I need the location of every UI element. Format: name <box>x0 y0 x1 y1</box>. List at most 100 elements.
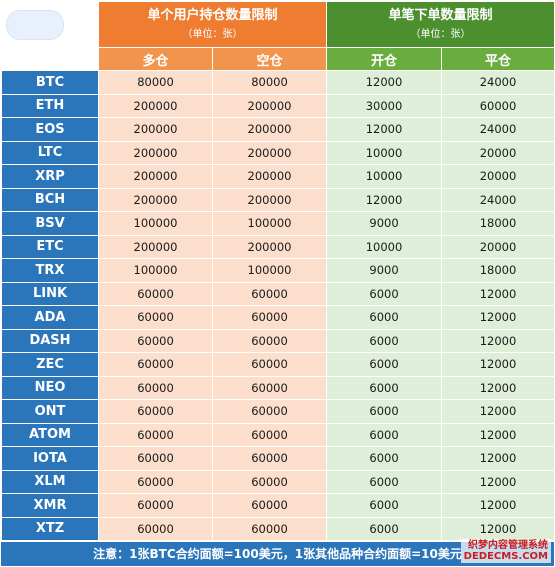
coin-label: ZEC <box>2 353 98 376</box>
cell-short: 200000 <box>213 118 327 141</box>
cell-short: 60000 <box>213 282 327 305</box>
cell-long: 200000 <box>99 118 212 141</box>
cell-long: 60000 <box>99 400 212 423</box>
cell-short: 60000 <box>213 400 327 423</box>
table-row: BTC 80000 80000 12000 24000 <box>2 71 555 94</box>
cell-close: 18000 <box>442 259 555 282</box>
col-header-long: 多仓 <box>99 48 212 70</box>
coin-label: IOTA <box>2 447 98 470</box>
coin-label: EOS <box>2 118 98 141</box>
coin-label: ETH <box>2 94 98 117</box>
header-order-limit-title: 单笔下单数量限制 <box>388 7 493 23</box>
cell-open: 6000 <box>327 353 442 376</box>
table-row: EOS 200000 200000 12000 24000 <box>2 118 555 141</box>
table-row: BCH 200000 200000 12000 24000 <box>2 188 555 211</box>
cell-close: 18000 <box>442 212 555 235</box>
cell-close: 20000 <box>442 165 555 188</box>
coin-label: ONT <box>2 400 98 423</box>
cell-close: 20000 <box>442 235 555 258</box>
cell-long: 200000 <box>99 165 212 188</box>
table-row: ETH 200000 200000 30000 60000 <box>2 94 555 117</box>
coin-label: ADA <box>2 306 98 329</box>
cell-long: 200000 <box>99 235 212 258</box>
header-position-limit-title: 单个用户持仓数量限制 <box>147 7 278 23</box>
cell-open: 6000 <box>327 400 442 423</box>
cell-short: 200000 <box>213 188 327 211</box>
header-position-limit-unit: （单位：张） <box>182 28 243 40</box>
cell-long: 200000 <box>99 188 212 211</box>
cell-open: 30000 <box>327 94 442 117</box>
cell-close: 12000 <box>442 400 555 423</box>
cell-open: 12000 <box>327 71 442 94</box>
cell-close: 12000 <box>442 376 555 399</box>
cell-long: 80000 <box>99 71 212 94</box>
cell-short: 60000 <box>213 306 327 329</box>
table-row: IOTA 60000 60000 6000 12000 <box>2 447 555 470</box>
table-row: XMR 60000 60000 6000 12000 <box>2 494 555 517</box>
cell-short: 60000 <box>213 470 327 493</box>
header-order-limit: 单笔下单数量限制 （单位：张） <box>327 2 555 47</box>
cell-close: 12000 <box>442 447 555 470</box>
table-row: NEO 60000 60000 6000 12000 <box>2 376 555 399</box>
coin-label: TRX <box>2 259 98 282</box>
table-row: ATOM 60000 60000 6000 12000 <box>2 423 555 446</box>
cell-short: 60000 <box>213 353 327 376</box>
corner-cell <box>2 2 98 70</box>
cell-open: 6000 <box>327 423 442 446</box>
cell-open: 6000 <box>327 494 442 517</box>
cell-short: 60000 <box>213 517 327 540</box>
position-limit-table: 单个用户持仓数量限制 （单位：张） 单笔下单数量限制 （单位：张） 多仓 空仓 … <box>1 1 555 541</box>
watermark-line2: DEDECMS.COM <box>463 551 548 562</box>
cell-open: 6000 <box>327 306 442 329</box>
coin-label: ATOM <box>2 423 98 446</box>
cell-open: 10000 <box>327 165 442 188</box>
coin-label: ETC <box>2 235 98 258</box>
header-order-limit-unit: （单位：张） <box>410 28 471 40</box>
cell-short: 100000 <box>213 212 327 235</box>
cell-long: 200000 <box>99 94 212 117</box>
coin-label: LTC <box>2 141 98 164</box>
coin-label: XMR <box>2 494 98 517</box>
cell-short: 200000 <box>213 165 327 188</box>
cell-long: 60000 <box>99 423 212 446</box>
cell-close: 20000 <box>442 141 555 164</box>
cell-close: 12000 <box>442 353 555 376</box>
cell-long: 60000 <box>99 353 212 376</box>
cell-short: 100000 <box>213 259 327 282</box>
cell-close: 24000 <box>442 188 555 211</box>
table-row: DASH 60000 60000 6000 12000 <box>2 329 555 352</box>
cell-close: 24000 <box>442 71 555 94</box>
table-row: ONT 60000 60000 6000 12000 <box>2 400 555 423</box>
cell-open: 6000 <box>327 282 442 305</box>
cell-open: 10000 <box>327 141 442 164</box>
table-row: ADA 60000 60000 6000 12000 <box>2 306 555 329</box>
cell-close: 12000 <box>442 517 555 540</box>
cell-long: 60000 <box>99 306 212 329</box>
cell-long: 100000 <box>99 212 212 235</box>
logo-mark <box>6 10 64 40</box>
watermark-line1: 织梦内容管理系统 <box>468 540 548 551</box>
coin-label: LINK <box>2 282 98 305</box>
col-header-short: 空仓 <box>213 48 327 70</box>
table-row: ZEC 60000 60000 6000 12000 <box>2 353 555 376</box>
cell-short: 200000 <box>213 235 327 258</box>
cell-open: 9000 <box>327 259 442 282</box>
col-header-open: 开仓 <box>327 48 442 70</box>
cell-open: 6000 <box>327 376 442 399</box>
cell-open: 12000 <box>327 188 442 211</box>
table-row: TRX 100000 100000 9000 18000 <box>2 259 555 282</box>
coin-label: XTZ <box>2 517 98 540</box>
cell-close: 12000 <box>442 329 555 352</box>
table-row: LTC 200000 200000 10000 20000 <box>2 141 555 164</box>
cell-open: 6000 <box>327 517 442 540</box>
cell-long: 60000 <box>99 376 212 399</box>
table-row: XTZ 60000 60000 6000 12000 <box>2 517 555 540</box>
coin-label: XRP <box>2 165 98 188</box>
cell-long: 60000 <box>99 517 212 540</box>
coin-label: DASH <box>2 329 98 352</box>
cell-open: 12000 <box>327 118 442 141</box>
cell-long: 100000 <box>99 259 212 282</box>
cell-long: 60000 <box>99 494 212 517</box>
cell-short: 80000 <box>213 71 327 94</box>
